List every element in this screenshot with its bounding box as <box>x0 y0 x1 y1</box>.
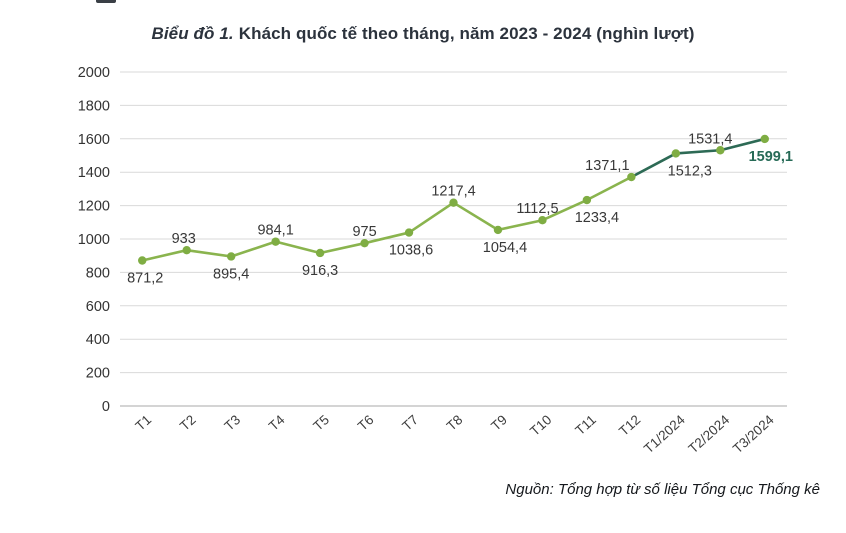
data-point-marker <box>538 216 547 225</box>
data-point-label: 1054,4 <box>483 240 527 256</box>
data-point-marker <box>226 252 236 261</box>
data-point-label: 1371,1 <box>585 158 629 174</box>
data-point-label: 916,3 <box>302 263 338 279</box>
data-point-label: 1599,1 <box>749 149 793 165</box>
data-point-marker <box>360 238 369 248</box>
data-point-marker <box>671 149 681 158</box>
x-tick-label: T3 <box>221 412 243 434</box>
data-point-label: 1233,4 <box>575 210 619 226</box>
x-tick-label: T7 <box>399 412 421 434</box>
x-tick-label: T1/2024 <box>641 412 688 457</box>
x-tick-label: T2/2024 <box>685 412 732 457</box>
data-point-label: 1112,5 <box>516 201 558 217</box>
x-tick-label: T11 <box>572 412 599 438</box>
chart-title-prefix: Biểu đồ 1. <box>151 24 234 43</box>
data-point-marker <box>716 146 725 155</box>
y-tick-label: 2000 <box>78 65 110 81</box>
data-point-label: 933 <box>172 231 196 247</box>
source-caption: Nguồn: Tổng hợp từ số liệu Tổng cục Thốn… <box>505 481 820 498</box>
y-tick-label: 1200 <box>78 199 110 215</box>
data-point-marker <box>138 256 147 265</box>
y-tick-label: 200 <box>86 366 110 382</box>
x-tick-label: T12 <box>616 412 643 439</box>
data-point-label: 895,4 <box>213 266 249 282</box>
y-tick-label: 400 <box>86 332 110 348</box>
x-tick-label: T1 <box>132 412 154 434</box>
y-tick-label: 800 <box>86 265 110 281</box>
y-tick-label: 1600 <box>78 132 110 148</box>
data-point-label: 1038,6 <box>389 243 433 259</box>
x-tick-label: T6 <box>355 412 377 434</box>
data-point-label: 1512,3 <box>668 163 712 179</box>
data-point-label: 1217,4 <box>431 184 475 200</box>
data-point-label: 984,1 <box>257 223 293 239</box>
y-tick-label: 1000 <box>78 232 110 248</box>
series-line-year-2023 <box>140 175 633 262</box>
data-point-label: 871,2 <box>127 271 163 287</box>
x-tick-label: T3/2024 <box>730 412 777 457</box>
data-point-marker <box>182 245 191 255</box>
data-point-marker <box>271 237 280 246</box>
data-point-marker <box>582 195 592 205</box>
chart-title: Biểu đồ 1. Khách quốc tế theo tháng, năm … <box>0 24 846 44</box>
y-tick-label: 0 <box>102 399 110 415</box>
x-tick-label: T2 <box>177 412 199 434</box>
y-tick-label: 600 <box>86 299 110 315</box>
x-tick-label: T8 <box>444 412 466 434</box>
x-tick-label: T10 <box>527 412 554 439</box>
data-point-marker <box>760 134 769 144</box>
x-tick-label: T9 <box>488 412 510 434</box>
y-tick-label: 1800 <box>78 98 110 114</box>
data-point-marker <box>627 172 636 182</box>
y-tick-label: 1400 <box>78 165 110 181</box>
series-line-year-2024 <box>630 137 767 179</box>
x-tick-label: T4 <box>266 412 288 434</box>
data-point-marker <box>493 225 503 235</box>
data-point-marker <box>404 228 414 237</box>
data-point-marker <box>449 198 458 207</box>
data-point-label: 1531,4 <box>688 131 732 147</box>
x-tick-label: T5 <box>310 412 332 434</box>
data-point-marker <box>315 248 325 258</box>
data-point-label: 975 <box>352 224 376 240</box>
chart-title-main: Khách quốc tế theo tháng, năm 2023 - 202… <box>238 24 695 43</box>
cropped-text-fragment <box>96 0 116 3</box>
